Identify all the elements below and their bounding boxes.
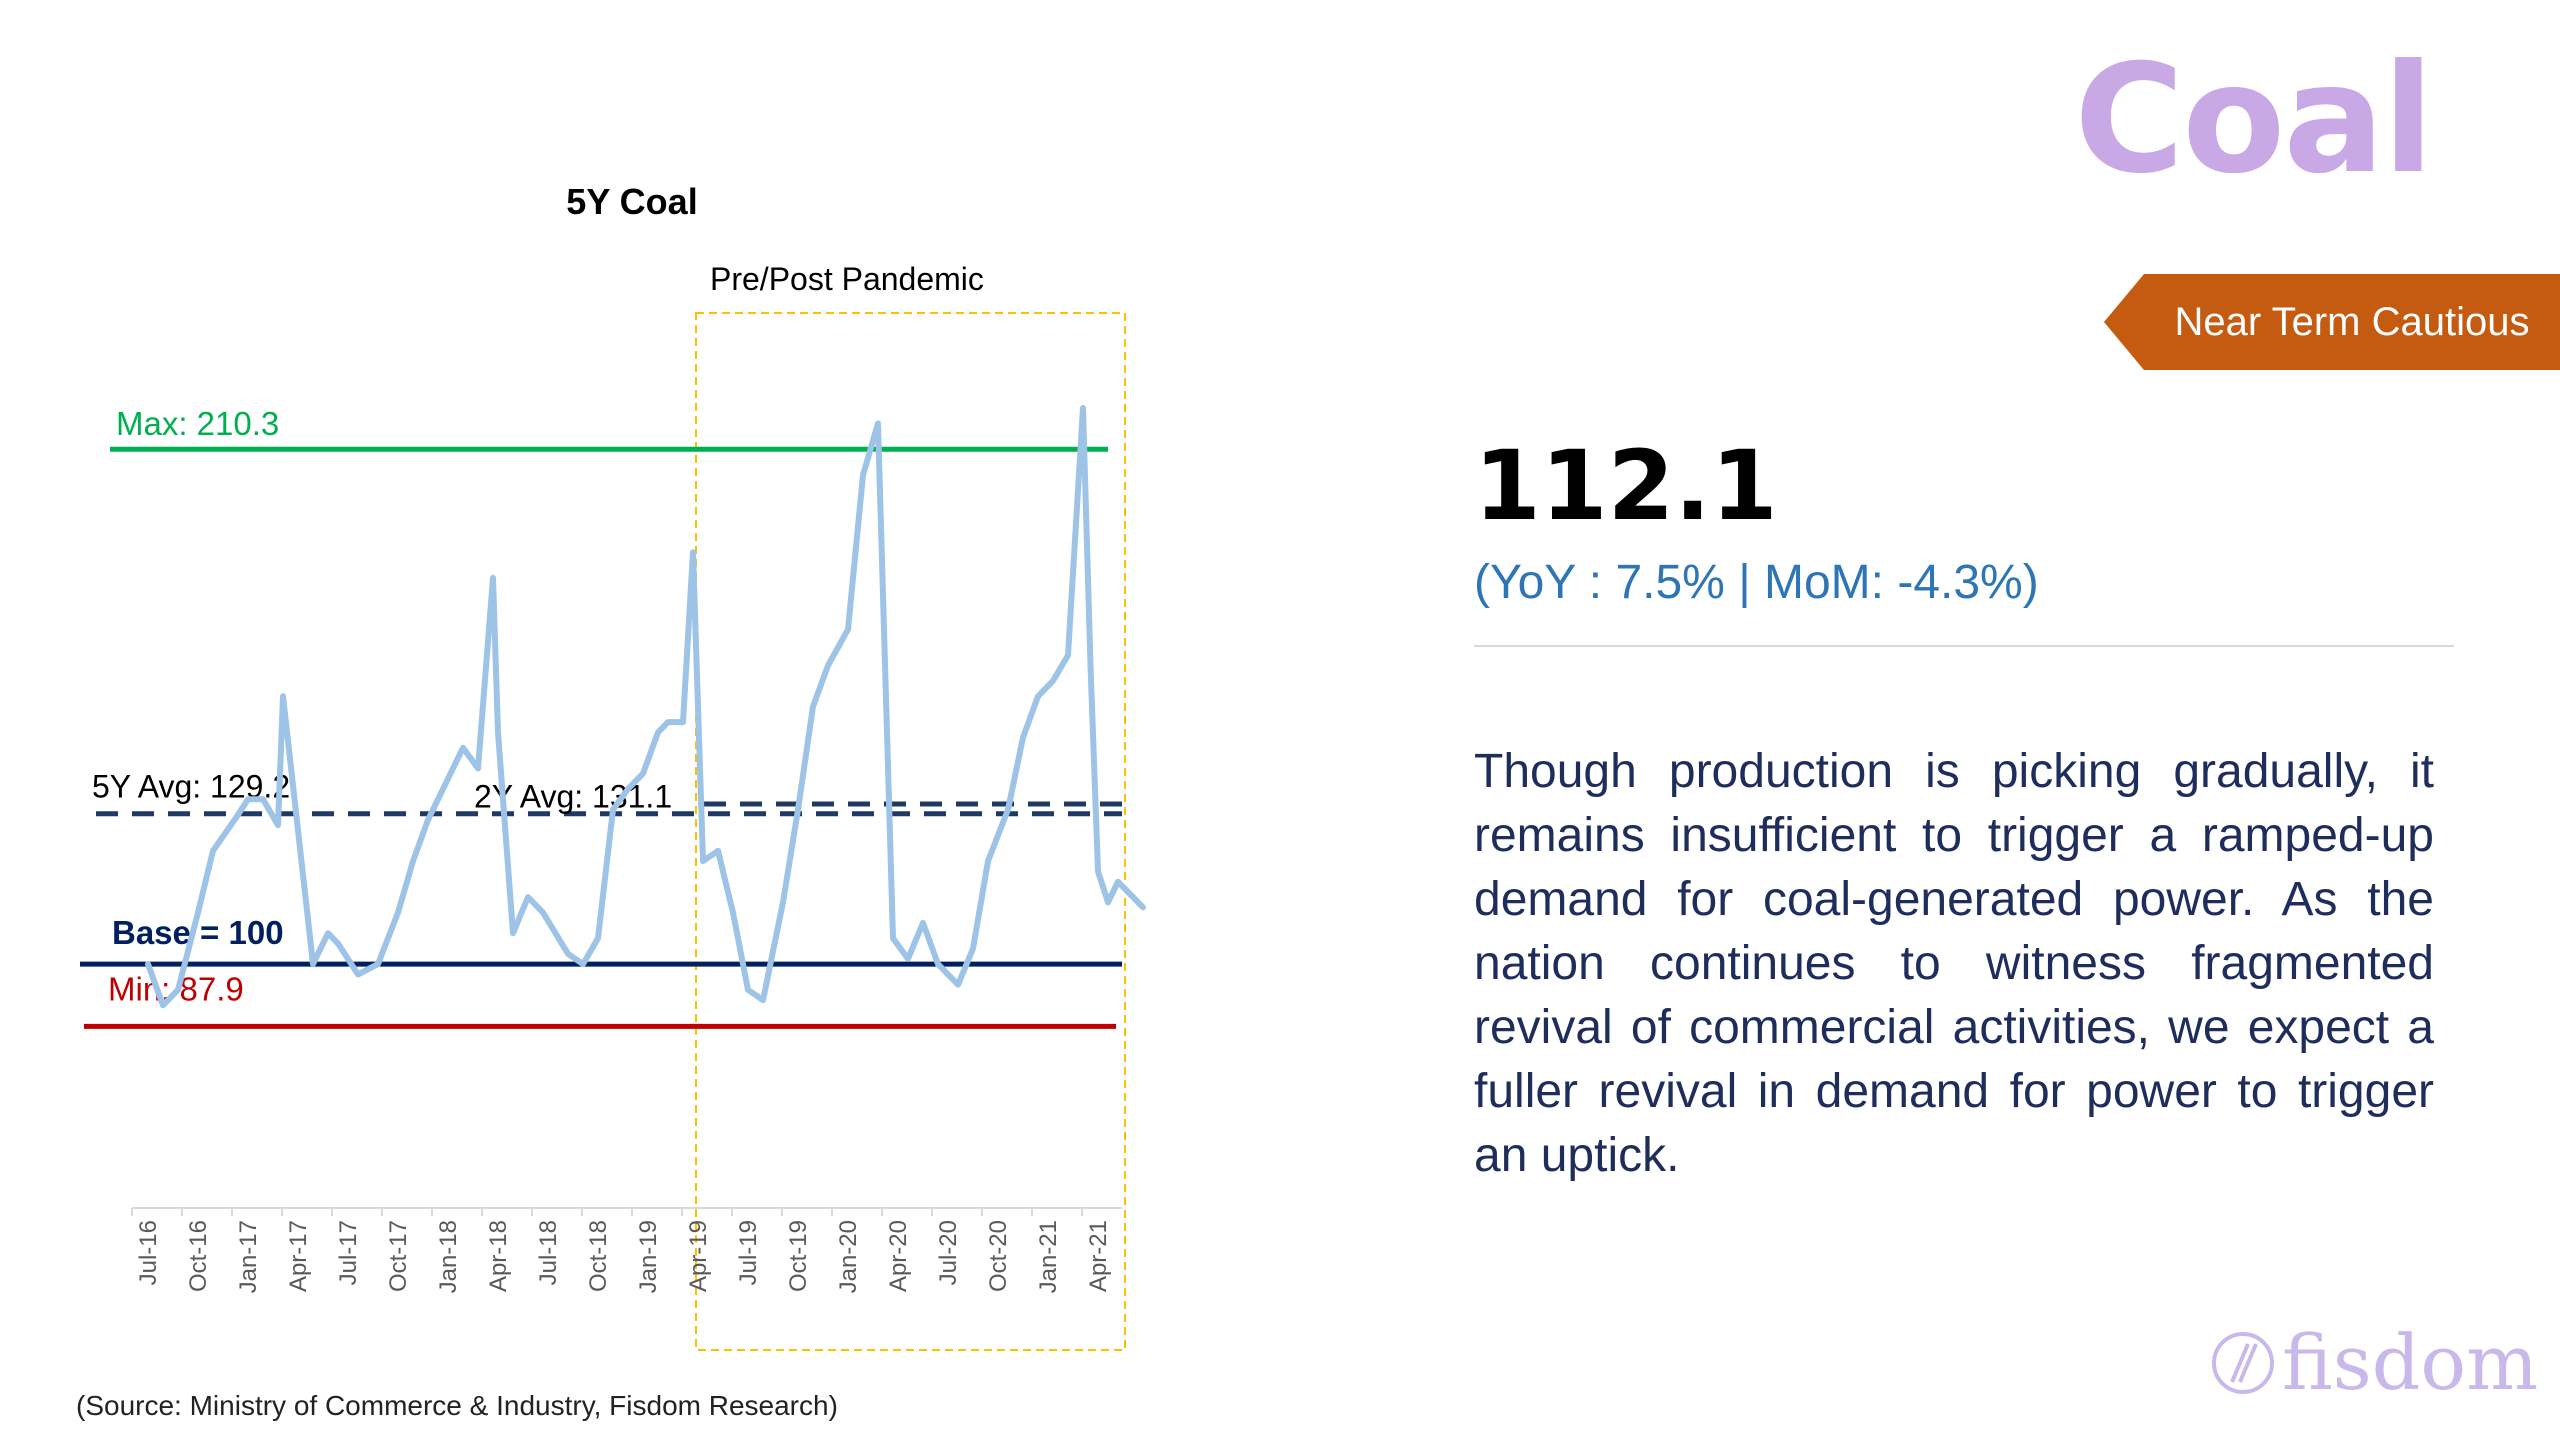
divider bbox=[1474, 645, 2454, 647]
fisdom-logo-text: fisdom bbox=[2282, 1318, 2539, 1407]
x-tick-label: Oct-19 bbox=[785, 1220, 812, 1292]
highlight-box bbox=[695, 312, 1126, 1351]
x-tick-label: Jul-17 bbox=[335, 1220, 362, 1285]
index-value: 112.1 bbox=[1474, 430, 1778, 542]
fisdom-logo-icon bbox=[2212, 1332, 2274, 1394]
coal-chart: 5Y Coal Pre/Post Pandemic Max: 210.35Y A… bbox=[80, 181, 1146, 1351]
x-tick-label: Oct-17 bbox=[385, 1220, 412, 1292]
chart-title: 5Y Coal bbox=[566, 181, 697, 222]
x-tick-label: Apr-18 bbox=[485, 1220, 512, 1292]
x-tick-label: Apr-19 bbox=[685, 1220, 712, 1292]
x-tick-label: Apr-20 bbox=[885, 1220, 912, 1292]
x-tick-label: Oct-20 bbox=[985, 1220, 1012, 1292]
x-tick-label: Jul-20 bbox=[935, 1220, 962, 1285]
change-text: (YoY : 7.5% | MoM: -4.3%) bbox=[1474, 556, 2039, 609]
x-tick-label: Oct-16 bbox=[185, 1220, 212, 1292]
x-tick-label: Jul-18 bbox=[535, 1220, 562, 1285]
coal-index-line bbox=[145, 405, 1146, 1009]
highlight-label: Pre/Post Pandemic bbox=[710, 261, 984, 297]
x-tick-label: Oct-18 bbox=[585, 1220, 612, 1292]
source-note: (Source: Ministry of Commerce & Industry… bbox=[76, 1390, 838, 1421]
x-tick-label: Jan-21 bbox=[1035, 1220, 1062, 1293]
avg-2y-label: 2Y Avg: 131.1 bbox=[474, 779, 672, 815]
commentary-text: Though production is picking gradually, … bbox=[1474, 745, 2434, 1182]
outlook-badge: Near Term Cautious bbox=[2104, 274, 2560, 370]
x-tick-label: Jan-18 bbox=[435, 1220, 462, 1293]
x-tick-label: Jan-20 bbox=[835, 1220, 862, 1293]
fisdom-logo: fisdom bbox=[2210, 1325, 2538, 1401]
x-tick-label: Jan-19 bbox=[635, 1220, 662, 1293]
x-tick-label: Apr-21 bbox=[1085, 1220, 1112, 1292]
page-title: Coal bbox=[2074, 33, 2434, 207]
max-label: Max: 210.3 bbox=[116, 405, 279, 442]
x-tick-label: Jul-16 bbox=[135, 1220, 162, 1285]
x-tick-label: Jan-17 bbox=[235, 1220, 262, 1293]
x-tick-label: Jul-19 bbox=[735, 1220, 762, 1285]
x-tick-label: Apr-17 bbox=[285, 1220, 312, 1292]
